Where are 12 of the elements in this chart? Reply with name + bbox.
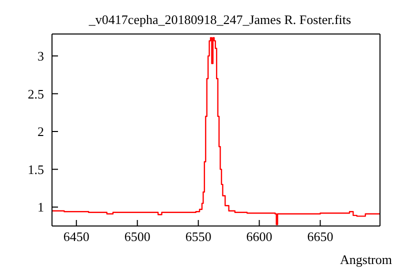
y-tick-label: 1: [38, 200, 44, 215]
y-tick-label: 2.5: [28, 86, 44, 102]
y-tick-label: 1.5: [28, 162, 44, 177]
y-tick-label: 2: [38, 124, 44, 140]
x-axis-title: Angstrom: [340, 252, 392, 268]
x-tick-label: 6550: [185, 229, 212, 244]
x-tick-label: 6450: [63, 229, 90, 244]
chart-title: _v0417cepha_20180918_247_James R. Foster.fits: [88, 12, 352, 28]
x-tick-label: 6600: [246, 229, 272, 244]
y-tick-label: 3: [38, 48, 44, 64]
x-tick-label: 6650: [307, 229, 334, 244]
x-tick-label: 6500: [124, 229, 150, 244]
